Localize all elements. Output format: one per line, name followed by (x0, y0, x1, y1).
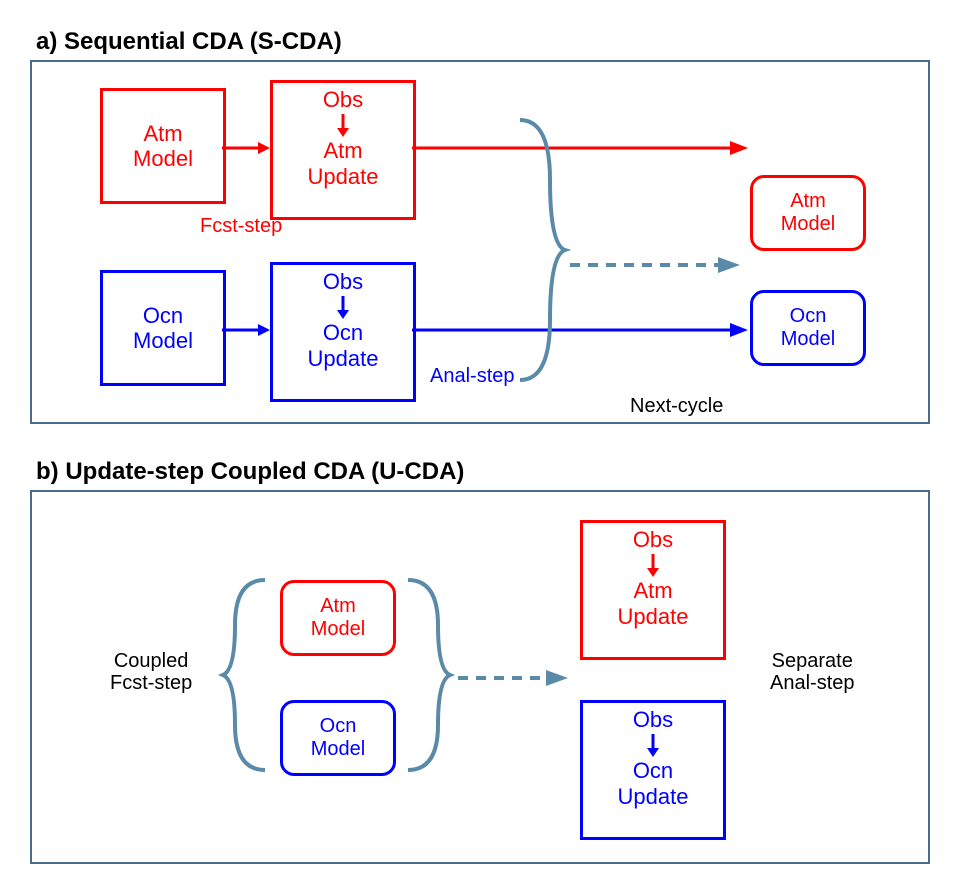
panel1-title: a) Sequential CDA (S-CDA) (36, 28, 342, 56)
arrow-ocn-to-update (220, 320, 270, 340)
atm-model-right: AtmModel (750, 175, 866, 251)
obs-label: Obs (633, 527, 673, 552)
ocn-model-box: OcnModel (100, 270, 226, 386)
separate-anal-label: SeparateAnal-step (770, 650, 855, 694)
bracket-icon (510, 110, 570, 390)
anal-step-label: Anal-step (430, 365, 515, 387)
down-arrow-icon (643, 732, 663, 758)
p2-atm-update: ObsAtmUpdate (580, 520, 726, 660)
ocn-update-box: ObsOcnUpdate (270, 262, 416, 402)
dashed-arrow-next-cycle (570, 255, 740, 275)
next-cycle-label: Next-cycle (630, 395, 723, 417)
obs-label: Obs (323, 269, 363, 294)
arrow-atm-update-right (412, 138, 748, 158)
down-arrow-icon (333, 112, 353, 138)
down-arrow-icon (643, 552, 663, 578)
arrow-ocn-update-right (412, 320, 748, 340)
right-brace-icon (398, 575, 453, 775)
panel2-title: b) Update-step Coupled CDA (U-CDA) (36, 458, 464, 486)
obs-label: Obs (323, 87, 363, 112)
atm-update-box: ObsAtmUpdate (270, 80, 416, 220)
arrow-atm-to-update (220, 138, 270, 158)
p2-ocn-model: OcnModel (280, 700, 396, 776)
dashed-arrow-p2 (458, 668, 568, 688)
down-arrow-icon (333, 294, 353, 320)
p2-ocn-update: ObsOcnUpdate (580, 700, 726, 840)
fcst-step-label: Fcst-step (200, 215, 282, 237)
p2-atm-model: AtmModel (280, 580, 396, 656)
coupled-fcst-label: CoupledFcst-step (110, 650, 192, 694)
ocn-model-right: OcnModel (750, 290, 866, 366)
left-brace-icon (220, 575, 275, 775)
obs-label: Obs (633, 707, 673, 732)
atm-model-box: AtmModel (100, 88, 226, 204)
